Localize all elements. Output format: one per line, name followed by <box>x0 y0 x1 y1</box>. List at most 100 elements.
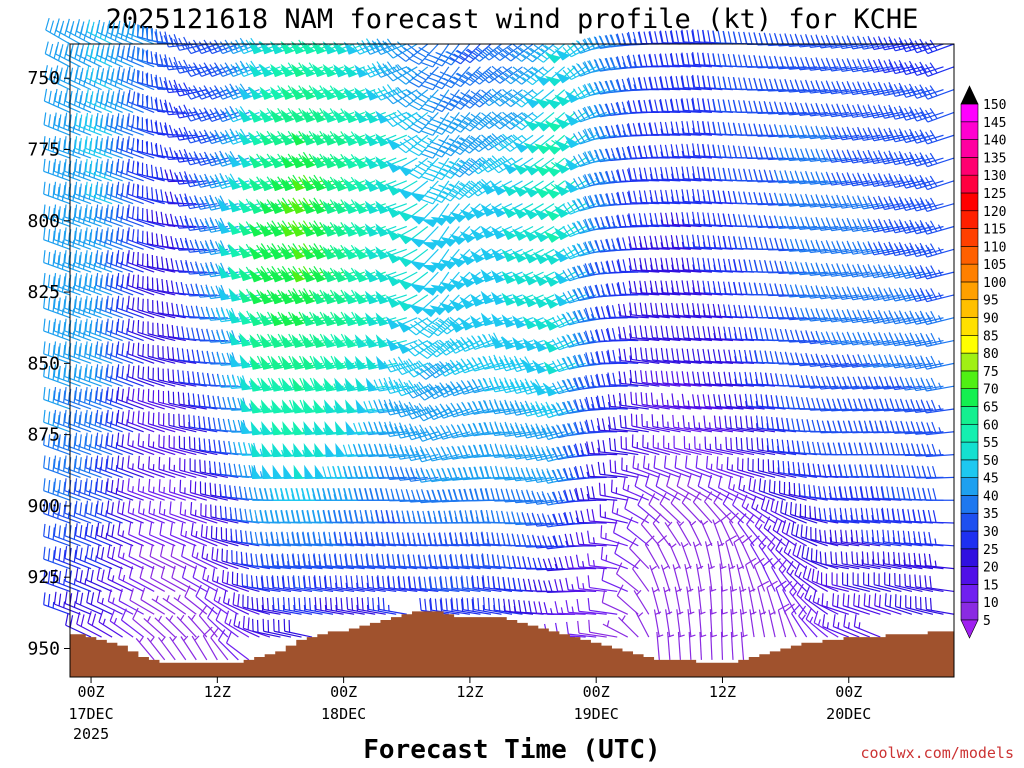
wind-barb <box>74 272 102 296</box>
wind-barb-feather <box>116 158 120 172</box>
wind-barb-feather <box>43 523 46 537</box>
wind-barb-feather <box>85 181 88 195</box>
wind-barb-feather <box>88 300 92 314</box>
wind-barb-feather <box>43 112 47 125</box>
wind-barb-feather <box>79 206 82 219</box>
chart-title: 2025121618 NAM forecast wind profile (kt… <box>106 4 919 35</box>
wind-barb-feather <box>121 68 125 81</box>
wind-barb <box>85 112 113 136</box>
wind-barb-feather <box>74 455 78 468</box>
wind-barb-feather <box>96 567 101 580</box>
wind-barb <box>43 250 71 273</box>
wind-barb-feather <box>57 232 60 245</box>
wind-barb-feather <box>106 272 109 286</box>
wind-barb-feather <box>47 274 51 288</box>
wind-barb-feather <box>121 297 124 310</box>
wind-barb-feather <box>99 141 102 154</box>
wind-barb-feather <box>110 479 114 493</box>
wind-barb-feather <box>121 206 124 219</box>
wind-barb-feather <box>74 341 78 354</box>
wind-barb-feather <box>57 369 60 382</box>
wind-barb <box>116 387 144 410</box>
wind-barb-feather <box>57 278 60 291</box>
wind-barb-feather <box>126 230 129 244</box>
wind-barb-half-feather <box>57 512 60 519</box>
wind-barb-feather <box>52 92 57 106</box>
wind-barb-feather <box>121 160 124 174</box>
wind-barb-feather <box>57 460 60 474</box>
wind-barb-feather <box>147 411 150 424</box>
wind-barb <box>109 609 134 638</box>
wind-barb-half-feather <box>126 350 128 358</box>
wind-barb <box>106 387 134 410</box>
wind-barb-feather <box>43 364 46 377</box>
wind-barb <box>74 341 102 364</box>
wind-barb-feather <box>158 456 161 470</box>
wind-barb <box>95 181 123 205</box>
wind-barb-feather <box>76 19 80 32</box>
wind-barb-feather <box>116 478 120 491</box>
wind-barb-feather <box>85 455 88 468</box>
wind-barb-feather <box>47 479 51 493</box>
wind-barb-feather <box>73 549 77 563</box>
wind-barb-feather <box>115 230 119 244</box>
wind-barb-feather <box>85 295 88 309</box>
wind-barb-feather <box>47 183 51 196</box>
wind-barb <box>85 158 113 182</box>
wind-barb-feather <box>100 274 103 288</box>
wind-barb-feather <box>106 341 109 354</box>
wind-barb-half-feather <box>104 103 107 110</box>
wind-barb-feather <box>105 344 108 358</box>
wind-barb-feather <box>79 434 82 447</box>
wind-barb-feather <box>53 364 57 377</box>
wind-barb-feather <box>88 392 92 405</box>
wind-barb-half-feather <box>131 101 134 108</box>
wind-barb-feather <box>115 367 119 381</box>
wind-barb-shaft <box>168 225 197 228</box>
wind-barb-feather <box>89 137 93 151</box>
wind-barb-feather <box>53 181 57 195</box>
wind-barb-feather <box>126 253 129 267</box>
wind-barb-feather <box>43 409 46 423</box>
wind-barb-feather <box>88 164 92 177</box>
wind-barb-feather <box>95 295 99 309</box>
wind-barb-feather <box>94 390 98 403</box>
wind-barb-feather <box>64 409 67 423</box>
wind-barb-feather <box>85 136 88 149</box>
wind-barb-feather <box>52 481 55 495</box>
wind-barb-feather <box>100 547 105 560</box>
wind-barb <box>53 478 81 501</box>
wind-barb-half-feather <box>105 510 108 517</box>
wind-barb-feather <box>79 114 83 127</box>
wind-barb-feather <box>95 500 99 513</box>
wind-barb-feather <box>74 478 78 491</box>
wind-barb-feather <box>106 500 110 513</box>
wind-barb-feather <box>96 589 101 603</box>
wind-barb-feather <box>101 45 105 58</box>
wind-barb-feather <box>58 479 61 493</box>
wind-barb-feather <box>109 209 113 223</box>
wind-barb-feather <box>137 297 140 310</box>
wind-barb-feather <box>78 346 81 359</box>
wind-barb <box>43 181 71 205</box>
wind-barb-feather <box>63 207 66 221</box>
wind-barb <box>87 611 113 638</box>
wind-barb-feather <box>73 162 77 175</box>
wind-barb <box>106 204 134 228</box>
wind-barb-feather <box>73 344 77 358</box>
wind-barb-feather <box>67 141 71 154</box>
wind-barb-feather <box>95 227 99 240</box>
wind-barb <box>116 318 144 342</box>
wind-barb-feather <box>78 392 81 405</box>
wind-barb-feather <box>89 251 93 265</box>
wind-barb-feather <box>95 432 99 446</box>
wind-barb-feather <box>117 66 121 79</box>
wind-barb-feather <box>246 574 249 587</box>
wind-barb <box>74 295 102 319</box>
wind-barb-feather <box>161 323 164 337</box>
wind-barb-feather <box>88 118 92 131</box>
wind-barb-feather <box>57 414 60 428</box>
wind-barb <box>96 589 123 615</box>
wind-barb-half-feather <box>131 486 134 493</box>
wind-barb-feather <box>84 230 87 244</box>
